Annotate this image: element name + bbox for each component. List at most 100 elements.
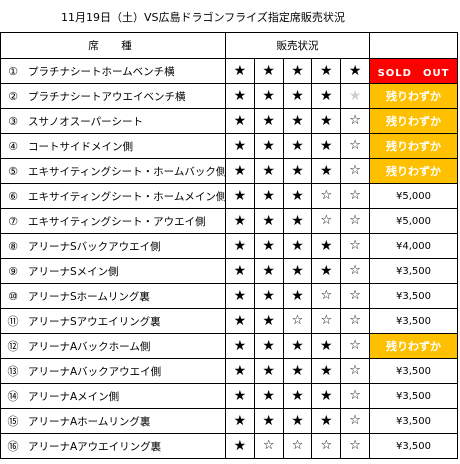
seat-name: アリーナAバックホーム側 xyxy=(28,341,151,353)
rating-star-filled-icon: ★ xyxy=(225,233,255,259)
seat-number: ⑪ xyxy=(7,315,19,328)
table-body: ① プラチナシートホームベンチ横 ★ ★ ★ ★ ★ SOLD OUT ② プラチナシートアウエイ… xyxy=(0,58,458,459)
rating-star-filled-icon: ★ xyxy=(282,333,313,359)
header-seat: 席 種 xyxy=(0,32,226,59)
seat-cell: ⑮ アリーナAホームリング裏 xyxy=(0,408,226,434)
header-status-blank xyxy=(369,32,458,59)
rating-star-filled-icon: ★ xyxy=(225,433,255,459)
table-row: ⑪ アリーナSアウエイリング裏 ★ ★ ☆ ☆ ☆ ¥3,500 xyxy=(0,308,458,334)
seat-number: ⑮ xyxy=(7,415,19,428)
status-badge: SOLD OUT xyxy=(369,58,458,84)
status-badge: 残りわずか xyxy=(369,133,458,159)
rating-star-filled-icon: ★ xyxy=(253,283,284,309)
seat-name: アリーナAホームリング裏 xyxy=(28,416,151,428)
seat-cell: ⑩ アリーナSホームリング裏 xyxy=(0,283,226,309)
rating-star-empty-icon: ☆ xyxy=(340,233,370,259)
rating-star-empty-icon: ☆ xyxy=(340,158,370,184)
rating-star-filled-icon: ★ xyxy=(311,108,342,134)
status-badge: 残りわずか xyxy=(369,333,458,359)
rating-star-empty-icon: ☆ xyxy=(311,183,342,209)
table-row: ⑩ アリーナSホームリング裏 ★ ★ ★ ☆ ☆ ¥3,500 xyxy=(0,283,458,309)
rating-star-filled-icon: ★ xyxy=(253,108,284,134)
price-cell: ¥3,500 xyxy=(369,433,458,459)
rating-star-filled-icon: ★ xyxy=(225,83,255,109)
rating-star-filled-icon: ★ xyxy=(225,358,255,384)
price-cell: ¥3,500 xyxy=(369,383,458,409)
rating-star-filled-icon: ★ xyxy=(311,383,342,409)
rating-star-filled-icon: ★ xyxy=(311,258,342,284)
rating-star-filled-icon: ★ xyxy=(282,383,313,409)
seat-number: ⑥ xyxy=(8,189,18,203)
seat-cell: ⑭ アリーナAメイン側 xyxy=(0,383,226,409)
seat-name: コートサイドメイン側 xyxy=(28,140,133,153)
price-cell: ¥4,000 xyxy=(369,233,458,259)
rating-star-filled-icon: ★ xyxy=(225,58,255,84)
rating-star-empty-icon: ☆ xyxy=(340,183,370,209)
table-row: ⑬ アリーナAバックアウエイ側 ★ ★ ★ ★ ☆ ¥3,500 xyxy=(0,358,458,384)
rating-star-filled-icon: ★ xyxy=(253,308,284,334)
rating-star-filled-icon: ★ xyxy=(225,383,255,409)
rating-star-empty-icon: ☆ xyxy=(340,308,370,334)
rating-star-empty-icon: ☆ xyxy=(340,258,370,284)
rating-star-filled-icon: ★ xyxy=(282,108,313,134)
rating-star-empty-icon: ☆ xyxy=(311,208,342,234)
table-row: ⑭ アリーナAメイン側 ★ ★ ★ ★ ☆ ¥3,500 xyxy=(0,383,458,409)
price-cell: ¥3,500 xyxy=(369,308,458,334)
status-badge: 残りわずか xyxy=(369,83,458,109)
rating-star-empty-icon: ☆ xyxy=(340,433,370,459)
rating-star-empty-icon: ☆ xyxy=(340,358,370,384)
rating-star-empty-icon: ☆ xyxy=(340,108,370,134)
seat-name: アリーナSアウエイリング裏 xyxy=(28,316,161,328)
seat-number: ③ xyxy=(8,114,18,128)
rating-star-empty-icon: ☆ xyxy=(340,133,370,159)
rating-star-filled-icon: ★ xyxy=(282,358,313,384)
table-row: ⑮ アリーナAホームリング裏 ★ ★ ★ ★ ☆ ¥3,500 xyxy=(0,408,458,434)
seat-number: ④ xyxy=(8,139,18,153)
rating-star-filled-icon: ★ xyxy=(225,183,255,209)
seat-name: エキサイティングシート・ホームバック側 xyxy=(28,165,226,178)
rating-star-empty-icon: ☆ xyxy=(340,283,370,309)
rating-star-filled-icon: ★ xyxy=(311,158,342,184)
rating-star-empty-icon: ☆ xyxy=(253,433,284,459)
rating-star-filled-icon: ★ xyxy=(253,358,284,384)
seat-name: プラチナシートアウエイベンチ横 xyxy=(28,90,186,103)
rating-star-empty-icon: ☆ xyxy=(311,283,342,309)
rating-star-filled-icon: ★ xyxy=(253,83,284,109)
seat-cell: ② プラチナシートアウエイベンチ横 xyxy=(0,83,226,109)
rating-star-empty-icon: ☆ xyxy=(340,408,370,434)
seat-name: エキサイティングシート・アウエイ側 xyxy=(28,215,206,228)
rating-star-filled-icon: ★ xyxy=(311,83,342,109)
seat-cell: ⑪ アリーナSアウエイリング裏 xyxy=(0,308,226,334)
price-cell: ¥3,500 xyxy=(369,283,458,309)
rating-star-filled-icon: ★ xyxy=(282,283,313,309)
rating-star-filled-icon: ★ xyxy=(253,183,284,209)
table-row: ① プラチナシートホームベンチ横 ★ ★ ★ ★ ★ SOLD OUT xyxy=(0,58,458,84)
page-title: 11月19日（土）VS広島ドラゴンフライズ指定席販売状況 xyxy=(61,11,345,24)
price-cell: ¥3,500 xyxy=(369,358,458,384)
seat-cell: ④ コートサイドメイン側 xyxy=(0,133,226,159)
rating-star-filled-icon: ★ xyxy=(253,233,284,259)
seat-cell: ⑫ アリーナAバックホーム側 xyxy=(0,333,226,359)
table-header-row: 席 種 販売状況 xyxy=(0,32,458,59)
availability-table: 席 種 販売状況 ① プラチナシートホームベンチ横 ★ ★ ★ ★ ★ SOLD OUT ② プラ… xyxy=(0,32,458,459)
rating-star-empty-icon: ☆ xyxy=(340,333,370,359)
table-row: ④ コートサイドメイン側 ★ ★ ★ ★ ☆ 残りわずか xyxy=(0,133,458,159)
table-row: ② プラチナシートアウエイベンチ横 ★ ★ ★ ★ ★ 残りわずか xyxy=(0,83,458,109)
seat-name: プラチナシートホームベンチ横 xyxy=(28,65,175,78)
rating-star-filled-icon: ★ xyxy=(282,233,313,259)
table-row: ⑯ アリーナAアウエイリング裏 ★ ☆ ☆ ☆ ☆ ¥3,500 xyxy=(0,433,458,459)
rating-star-filled-icon: ★ xyxy=(253,133,284,159)
seat-name: アリーナAアウエイリング裏 xyxy=(28,441,162,453)
rating-star-empty-icon: ☆ xyxy=(282,308,313,334)
price-cell: ¥5,000 xyxy=(369,183,458,209)
seat-number: ⑦ xyxy=(8,214,18,228)
table-row: ⑦ エキサイティングシート・アウエイ側 ★ ★ ★ ☆ ☆ ¥5,000 xyxy=(0,208,458,234)
rating-star-filled-icon: ★ xyxy=(282,258,313,284)
rating-star-filled-icon: ★ xyxy=(282,408,313,434)
rating-star-empty-icon: ☆ xyxy=(340,383,370,409)
rating-star-filled-icon: ★ xyxy=(282,83,313,109)
rating-star-filled-icon: ★ xyxy=(253,158,284,184)
seat-name: アリーナAメイン側 xyxy=(28,391,120,403)
table-row: ⑫ アリーナAバックホーム側 ★ ★ ★ ★ ☆ 残りわずか xyxy=(0,333,458,359)
